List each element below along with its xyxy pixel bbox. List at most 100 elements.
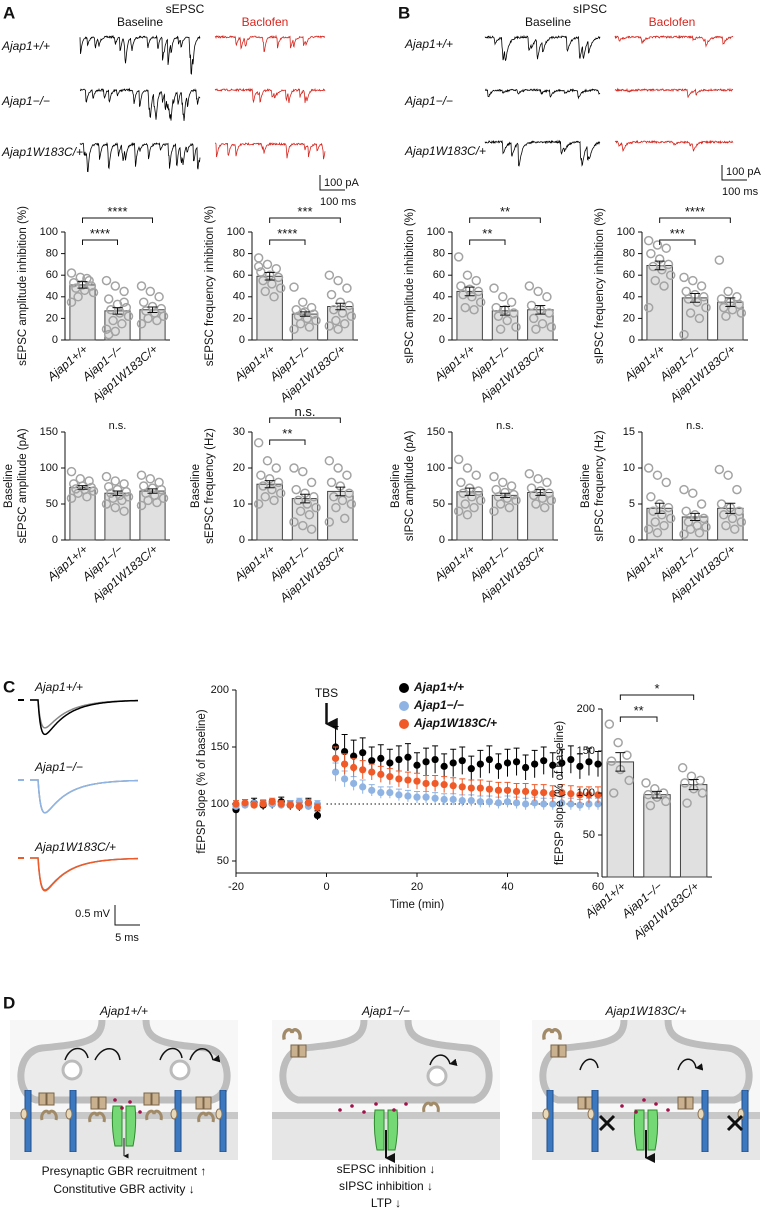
significance-bracket	[269, 217, 341, 223]
data-point	[368, 786, 376, 794]
data-point	[491, 302, 501, 313]
data-point	[509, 308, 519, 318]
data-point	[324, 456, 335, 466]
data-point	[685, 308, 696, 318]
data-point	[714, 255, 725, 265]
y-tick-label: 100	[40, 462, 58, 474]
data-point	[539, 502, 550, 513]
significance-label: ***	[670, 226, 685, 241]
data-point	[331, 315, 341, 326]
bar	[606, 761, 635, 878]
membrane	[272, 1112, 500, 1119]
data-point	[495, 499, 506, 509]
y-tick-label: 80	[233, 248, 245, 260]
data-point	[241, 799, 249, 807]
synapse-diagram	[10, 1020, 238, 1160]
data-point	[699, 513, 709, 524]
trace	[79, 34, 201, 75]
data-point	[431, 794, 439, 802]
trace	[214, 87, 326, 104]
annotation: n.s.	[109, 420, 127, 432]
data-point	[643, 302, 654, 313]
trace	[484, 34, 601, 61]
data-point	[350, 779, 358, 788]
bar	[491, 310, 519, 341]
data-point	[567, 800, 575, 808]
error-bar	[335, 302, 346, 311]
data-point	[253, 438, 264, 448]
y-tick-label: 40	[623, 291, 635, 303]
data-point	[117, 319, 127, 329]
data-point	[337, 308, 348, 318]
data-point	[339, 513, 350, 524]
x-tick-label: Ajap1W183C/+	[630, 879, 702, 942]
data-point	[275, 488, 286, 498]
panel-label: C	[3, 677, 15, 696]
data-point	[696, 499, 707, 509]
y-tick-label: 20	[233, 462, 245, 474]
diagram-note: Constitutive GBR activity ↓	[53, 1182, 194, 1196]
data-point	[253, 261, 264, 272]
trace	[30, 857, 138, 892]
data-point	[458, 796, 466, 805]
data-point	[679, 272, 689, 283]
data-point	[686, 771, 697, 781]
membrane	[532, 1112, 760, 1119]
data-point	[103, 294, 114, 304]
data-point	[262, 259, 273, 270]
data-point	[522, 800, 530, 808]
y-tick-label: 100	[617, 226, 635, 238]
y-axis-label: sEPSC amplitude inhibition (%)	[17, 206, 29, 366]
data-point	[456, 477, 466, 488]
data-point	[576, 762, 584, 770]
data-point	[524, 469, 535, 479]
data-point	[594, 800, 602, 808]
y-tick-label: 50	[583, 829, 595, 841]
data-point	[298, 520, 308, 531]
data-point	[377, 770, 385, 778]
data-point	[650, 784, 660, 794]
data-point	[476, 784, 484, 792]
trace	[614, 34, 734, 48]
data-point	[736, 517, 747, 527]
data-point	[395, 791, 403, 799]
data-point	[440, 781, 448, 789]
data-point	[304, 799, 312, 807]
data-point	[110, 281, 121, 291]
data-point	[646, 492, 656, 502]
y-tick-label: 100	[211, 798, 229, 810]
data-point	[511, 322, 521, 332]
data-point	[298, 308, 308, 318]
data-point	[701, 302, 711, 313]
y-tick-label: 40	[433, 291, 445, 303]
data-point	[688, 275, 698, 286]
data-point	[253, 253, 264, 263]
data-point	[665, 513, 676, 524]
y-tick-label: 100	[40, 226, 58, 238]
data-point	[734, 506, 744, 516]
data-point	[471, 275, 482, 286]
significance-label: n.s.	[295, 404, 316, 419]
data-point	[260, 286, 271, 297]
data-point	[458, 488, 468, 498]
data-point	[422, 793, 430, 801]
data-point	[683, 294, 694, 304]
legend-marker	[399, 701, 409, 711]
bar	[527, 309, 554, 341]
data-point	[469, 305, 479, 315]
data-point	[328, 492, 339, 502]
diagram-title: Ajap1+/+	[99, 1004, 148, 1018]
data-point	[469, 502, 479, 513]
y-axis-label: sEPSC frequency inhibition (%)	[204, 206, 216, 367]
data-point	[84, 275, 94, 286]
data-point	[422, 758, 430, 766]
data-point	[298, 297, 308, 307]
data-point	[404, 776, 412, 784]
y-tick-label: 200	[577, 703, 595, 715]
gbr	[550, 1044, 567, 1058]
data-point	[537, 493, 548, 503]
data-point	[386, 789, 394, 797]
annotation: n.s.	[496, 420, 514, 432]
vesicle	[61, 1059, 83, 1081]
